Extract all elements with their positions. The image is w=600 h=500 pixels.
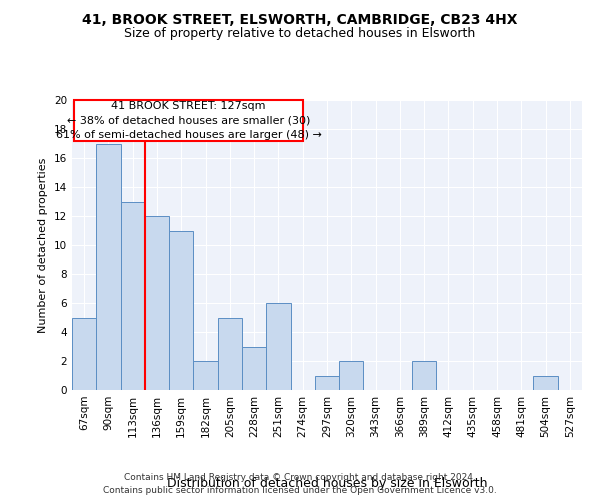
Bar (96, 144, 121, 390)
Text: Size of property relative to detached houses in Elsworth: Size of property relative to detached ho… (124, 28, 476, 40)
Y-axis label: Number of detached properties: Number of detached properties (38, 158, 49, 332)
Bar (412, 361, 436, 390)
Text: 41 BROOK STREET: 127sqm: 41 BROOK STREET: 127sqm (112, 101, 266, 111)
Bar (193, 361, 218, 390)
Text: Contains HM Land Registry data © Crown copyright and database right 2024.
Contai: Contains HM Land Registry data © Crown c… (103, 474, 497, 495)
Bar (315, 376, 339, 390)
Text: ← 38% of detached houses are smaller (30): ← 38% of detached houses are smaller (30… (67, 116, 310, 126)
Bar (121, 202, 145, 390)
Bar (145, 216, 169, 390)
Text: Distribution of detached houses by size in Elsworth: Distribution of detached houses by size … (167, 477, 487, 490)
Text: 61% of semi-detached houses are larger (48) →: 61% of semi-detached houses are larger (… (56, 130, 322, 140)
Bar (169, 230, 193, 390)
Bar (218, 318, 242, 390)
Bar (72, 318, 96, 390)
Text: 41, BROOK STREET, ELSWORTH, CAMBRIDGE, CB23 4HX: 41, BROOK STREET, ELSWORTH, CAMBRIDGE, C… (82, 12, 518, 26)
FancyBboxPatch shape (74, 100, 303, 140)
Bar (266, 303, 290, 390)
Bar (242, 346, 266, 390)
Bar (339, 361, 364, 390)
Bar (533, 376, 558, 390)
